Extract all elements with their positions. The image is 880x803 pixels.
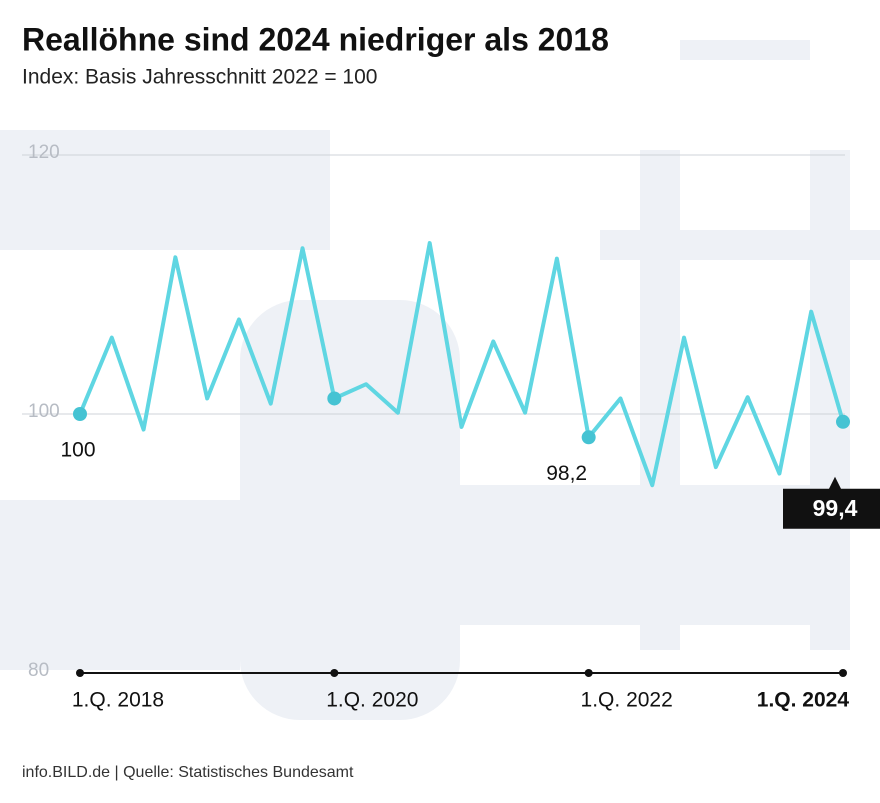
data-line <box>78 241 845 488</box>
y-tick-label: 100 <box>28 401 60 422</box>
data-point <box>327 391 342 406</box>
x-tick <box>584 669 593 677</box>
chart-title: Reallöhne sind 2024 niedriger als 2018 <box>22 21 609 57</box>
data-point <box>581 430 596 445</box>
x-tick-label: 1.Q. 2018 <box>72 689 164 712</box>
x-tick-label: 1.Q. 2024 <box>757 689 850 712</box>
x-tick <box>839 669 847 677</box>
data-point <box>836 414 850 429</box>
background-illustration <box>0 40 880 720</box>
chart-subtitle: Index: Basis Jahresschnitt 2022 = 100 <box>22 66 377 89</box>
value-label: 100 <box>60 439 95 462</box>
y-tick-label: 80 <box>28 660 49 681</box>
value-label-box <box>783 476 880 529</box>
x-tick <box>76 669 84 677</box>
value-label: 99,4 <box>813 495 858 521</box>
source: info.BILD.de | Quelle: Statistisches Bun… <box>22 764 354 781</box>
y-tick-label: 120 <box>28 142 60 163</box>
x-tick-label: 1.Q. 2020 <box>326 689 418 712</box>
data-point <box>73 407 87 421</box>
x-tick-label: 1.Q. 2022 <box>581 689 673 712</box>
value-label: 98,2 <box>546 462 587 485</box>
x-tick <box>330 669 339 677</box>
